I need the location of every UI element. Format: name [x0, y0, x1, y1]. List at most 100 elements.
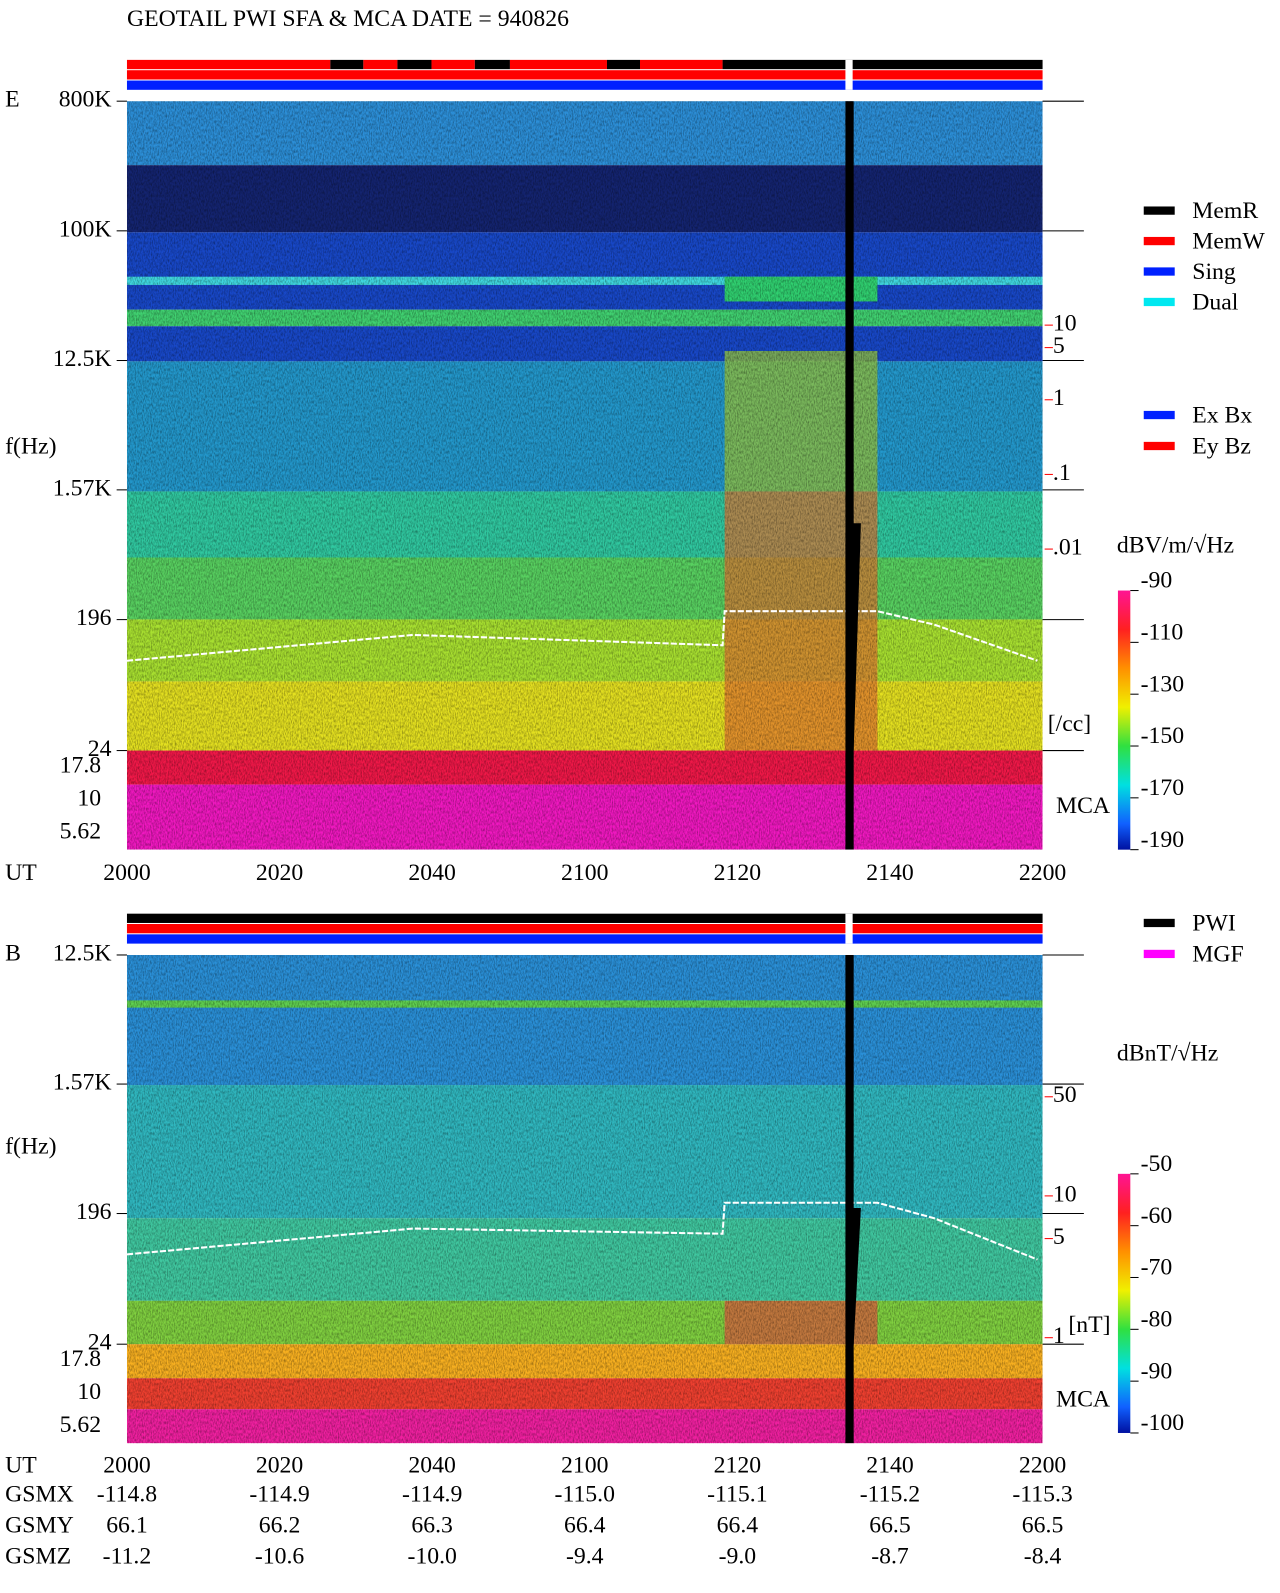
status-bar	[722, 59, 1043, 70]
orbit-value: -10.6	[255, 1543, 305, 1569]
colorbar-tick-label: -130	[1141, 671, 1185, 697]
colorbar-label: dBnT/√Hz	[1117, 1041, 1218, 1067]
orbit-label: GSMZ	[5, 1543, 71, 1569]
panel-label: E	[5, 87, 19, 113]
orbit-value: -8.7	[871, 1543, 909, 1569]
colorbar-tick-label: -60	[1141, 1203, 1173, 1229]
orbit-value: -114.9	[402, 1481, 462, 1507]
y-tick-label: 1.57K	[53, 1070, 112, 1096]
y-tick-label: 196	[76, 605, 112, 631]
colorbar-tick-label: -170	[1141, 775, 1185, 801]
time-tick-label: 2000	[103, 1452, 150, 1478]
y-tick-label: 24	[88, 1330, 112, 1356]
colorbar-tick-label: -100	[1141, 1410, 1185, 1436]
colorbar	[1117, 590, 1131, 850]
mca-tick-label: 5.62	[60, 1412, 102, 1438]
legend-swatch	[1143, 918, 1175, 928]
status-bar	[126, 70, 1043, 80]
colorbar	[1117, 1173, 1131, 1433]
legend-swatch	[1143, 410, 1175, 420]
orbit-value: -10.0	[407, 1543, 456, 1569]
mca-tick-label: 10	[77, 1379, 101, 1405]
y-tick-label: 196	[76, 1199, 112, 1225]
legend-label: MemW	[1192, 229, 1265, 255]
y-axis-label: f(Hz)	[5, 434, 56, 460]
density-tick-label: 50	[1053, 1082, 1077, 1108]
time-tick-label: 2020	[256, 1452, 303, 1478]
legend-swatch	[1143, 297, 1175, 307]
status-gap	[845, 913, 853, 944]
time-tick-label: 2120	[714, 860, 761, 886]
data-gap	[845, 954, 854, 1444]
orbit-value: -9.0	[719, 1543, 757, 1569]
orbit-value: 66.5	[1022, 1512, 1064, 1538]
time-tick-label: 2120	[714, 1452, 761, 1478]
density-unit: [/cc]	[1048, 711, 1091, 737]
legend-swatch	[1143, 267, 1175, 276]
colorbar-tick-label: -50	[1141, 1151, 1173, 1177]
status-bar	[126, 59, 331, 70]
status-bar	[126, 924, 1043, 934]
spectral-noise	[126, 101, 1043, 850]
colorbar-tick-label: -80	[1141, 1307, 1173, 1333]
time-tick-label: 2000	[103, 860, 150, 886]
time-tick-label: 2200	[1019, 860, 1066, 886]
spectrogram	[126, 101, 1043, 850]
density-tick-label: .01	[1053, 535, 1083, 561]
orbit-value: 66.3	[411, 1512, 453, 1538]
orbit-value: 66.2	[259, 1512, 301, 1538]
orbit-label: GSMY	[5, 1512, 74, 1538]
legend-swatch	[1143, 206, 1175, 215]
mca-tick-label: 17.8	[60, 753, 102, 779]
orbit-value: -114.9	[249, 1481, 309, 1507]
y-tick-label: 12.5K	[53, 346, 112, 372]
density-tick-label: 5	[1053, 333, 1065, 359]
legend-label: PWI	[1192, 910, 1236, 936]
status-bar	[606, 59, 640, 70]
density-tick-label: 1	[1053, 1323, 1065, 1349]
orbit-value: -115.3	[1012, 1481, 1072, 1507]
status-bar	[126, 934, 1043, 944]
density-tick-label: 10	[1053, 1181, 1077, 1207]
status-gap	[845, 59, 853, 90]
cyclotron-line	[126, 1201, 1038, 1261]
orbit-value: 66.4	[717, 1512, 759, 1538]
status-bar	[363, 59, 398, 70]
time-axis-label: UT	[5, 860, 37, 886]
mca-tick-label: 10	[77, 786, 101, 812]
legend-label: MemR	[1192, 198, 1258, 224]
colorbar-tick-label: -150	[1141, 723, 1185, 749]
density-tick-label: .1	[1053, 460, 1071, 486]
orbit-value: -9.4	[566, 1543, 604, 1569]
orbit-value: -115.2	[860, 1481, 920, 1507]
mca-label: MCA	[1056, 1386, 1110, 1412]
colorbar-label: dBV/m/√Hz	[1117, 533, 1234, 559]
legend-label: Ey Bz	[1192, 434, 1251, 460]
spectral-noise	[126, 954, 1043, 1444]
orbit-value: -8.4	[1024, 1543, 1062, 1569]
legend-label: Ex Bx	[1192, 403, 1252, 429]
time-tick-label: 2100	[561, 860, 608, 886]
status-bar	[126, 913, 1043, 923]
status-bar	[640, 59, 723, 70]
time-axis-label: UT	[5, 1452, 37, 1478]
status-bar	[474, 59, 510, 70]
cyclotron-line	[126, 610, 1038, 662]
time-tick-label: 2100	[561, 1452, 608, 1478]
time-tick-label: 2040	[408, 1452, 455, 1478]
title: GEOTAIL PWI SFA & MCA DATE = 940826	[127, 6, 569, 32]
y-tick-label: 100K	[59, 216, 112, 242]
panel-label: B	[5, 940, 21, 966]
time-tick-label: 2140	[866, 860, 913, 886]
y-axis-label: f(Hz)	[5, 1133, 56, 1159]
colorbar-tick-label: -90	[1141, 1358, 1173, 1384]
mca-tick-label: 5.62	[60, 819, 102, 845]
colorbar-tick-label: -110	[1141, 620, 1184, 646]
colorbar-tick-label: -70	[1141, 1255, 1173, 1281]
status-bar	[126, 80, 1043, 90]
orbit-value: -11.2	[103, 1543, 152, 1569]
orbit-value: -115.0	[555, 1481, 615, 1507]
y-tick-label: 1.57K	[53, 475, 112, 501]
legend-swatch	[1143, 236, 1175, 246]
mca-label: MCA	[1056, 793, 1110, 819]
